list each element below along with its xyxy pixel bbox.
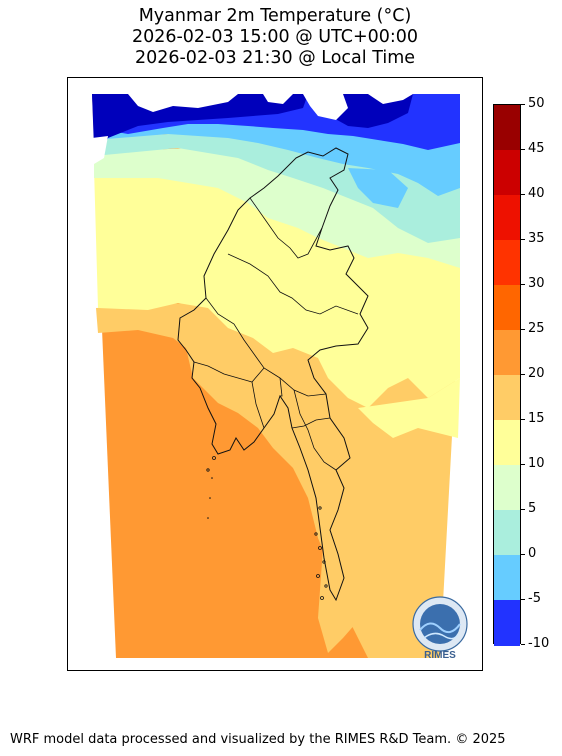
masked-area-2 — [263, 94, 293, 104]
title-line-3: 2026-02-03 21:30 @ Local Time — [134, 48, 416, 68]
title-line-2: 2026-02-03 15:00 @ UTC+00:00 — [131, 27, 419, 47]
rimes-logo: RIMES — [412, 596, 468, 661]
credit-footer: WRF model data processed and visualized … — [10, 732, 506, 747]
region-boundary-1 — [249, 197, 323, 259]
colorbar-tick-label: 30 — [528, 276, 545, 291]
colorbar-tick — [521, 419, 525, 420]
title-line-1: Myanmar 2m Temperature (°C) — [138, 6, 412, 26]
colorbar-tick-label: 25 — [528, 321, 545, 336]
colorbar-segment — [494, 150, 520, 196]
myanmar-border — [177, 147, 369, 602]
colorbar-tick — [521, 149, 525, 150]
temperature-map[interactable]: RIMES — [67, 77, 483, 671]
masked-area-3 — [303, 94, 348, 120]
temp-zone-15-20-south — [358, 378, 460, 438]
colorbar-tick-label: 50 — [528, 96, 545, 111]
colorbar-tick — [521, 104, 525, 105]
colorbar-tick — [521, 194, 525, 195]
colorbar-tick — [521, 464, 525, 465]
colorbar-segment — [494, 330, 520, 376]
masked-area-4 — [368, 94, 413, 104]
colorbar-tick — [521, 239, 525, 240]
colorbar-tick-label: 0 — [528, 546, 537, 561]
masked-area-5 — [92, 136, 108, 164]
colorbar-tick — [521, 509, 525, 510]
colorbar-tick — [521, 599, 525, 600]
colorbar-segment — [494, 600, 520, 646]
colorbar-tick-label: 45 — [528, 141, 545, 156]
colorbar-tick-label: 35 — [528, 231, 545, 246]
offshore-islands — [207, 477, 213, 519]
colorbar-tick-label: 10 — [528, 456, 545, 471]
region-boundary-5 — [251, 381, 265, 429]
colorbar-tick-label: 5 — [528, 501, 537, 516]
colorbar-tick — [521, 374, 525, 375]
colorbar-segment — [494, 195, 520, 241]
temperature-map-svg: RIMES — [92, 94, 468, 661]
temp-zone-neg10-neg5 — [92, 94, 308, 158]
colorbar-tick-label: 40 — [528, 186, 545, 201]
coastal-islands — [206, 456, 328, 600]
colorbar-segment — [494, 285, 520, 331]
masked-area-1 — [128, 94, 238, 112]
region-boundary-3 — [205, 297, 327, 397]
region-boundary-6 — [279, 377, 337, 471]
region-boundary-4 — [193, 361, 265, 383]
colorbar-segment — [494, 240, 520, 286]
colorbar-tick-label: 20 — [528, 366, 545, 381]
temperature-colorbar — [493, 104, 521, 646]
colorbar-segment — [494, 105, 520, 151]
rimes-logo-text: RIMES — [424, 650, 456, 661]
colorbar-tick-label: -5 — [528, 591, 541, 606]
colorbar-tick — [521, 644, 525, 645]
colorbar-segment — [494, 420, 520, 466]
temp-zone-20-25-coast — [318, 538, 393, 653]
colorbar-tick — [521, 554, 525, 555]
temp-zone-0-5-east — [348, 168, 408, 208]
map-title: Myanmar 2m Temperature (°C) 2026-02-03 1… — [0, 6, 550, 69]
colorbar-tick-label: -10 — [528, 636, 550, 651]
colorbar-segment — [494, 375, 520, 421]
region-boundary-7 — [291, 417, 331, 429]
colorbar-tick — [521, 329, 525, 330]
colorbar-tick — [521, 284, 525, 285]
colorbar-tick-label: 15 — [528, 411, 545, 426]
colorbar-segment — [494, 555, 520, 601]
colorbar-segment — [494, 510, 520, 556]
colorbar-segment — [494, 465, 520, 511]
region-boundary-2 — [227, 253, 359, 315]
